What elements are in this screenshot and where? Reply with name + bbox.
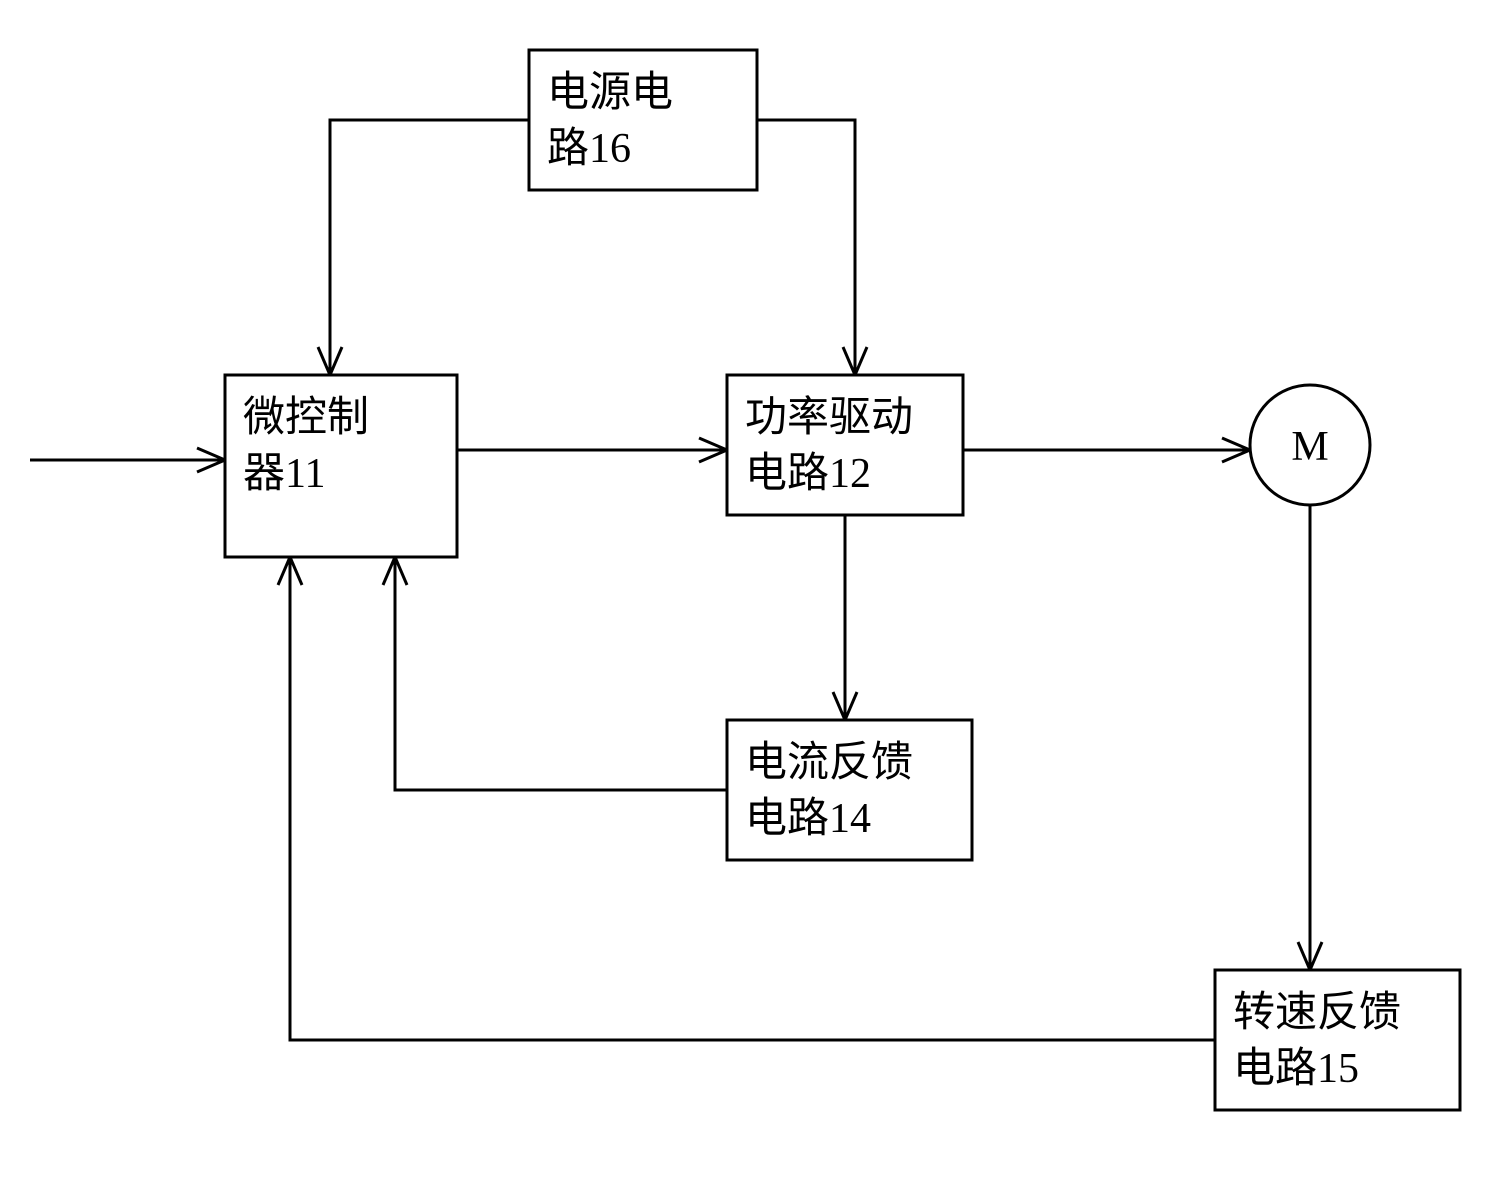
node-current-label-line1: 电流反馈	[745, 740, 913, 786]
node-motor: M	[1250, 385, 1370, 505]
node-speed-label-line1: 转速反馈	[1233, 990, 1401, 1036]
node-power: 电源电路16	[529, 50, 757, 190]
node-mcu-label-line1: 微控制	[243, 395, 369, 441]
node-motor-label: M	[1291, 424, 1328, 470]
node-driver-label-line2: 电路12	[745, 451, 871, 497]
node-power-label-line2: 路16	[547, 126, 631, 172]
node-current: 电流反馈电路14	[727, 720, 972, 860]
node-driver-label-line1: 功率驱动	[745, 394, 913, 441]
node-current-label-line2: 电路14	[745, 796, 871, 842]
node-driver: 功率驱动电路12	[727, 375, 963, 515]
node-power-label-line1: 电源电	[547, 70, 673, 116]
node-mcu-label-line2: 器11	[243, 451, 325, 497]
node-speed-label-line2: 电路15	[1233, 1046, 1359, 1092]
node-speed: 转速反馈电路15	[1215, 970, 1460, 1110]
block-diagram: 电源电路16 微控制器11 功率驱动电路12 电流反馈电路14 转速反馈电路15 M	[0, 0, 1498, 1186]
node-mcu: 微控制器11	[225, 375, 457, 557]
